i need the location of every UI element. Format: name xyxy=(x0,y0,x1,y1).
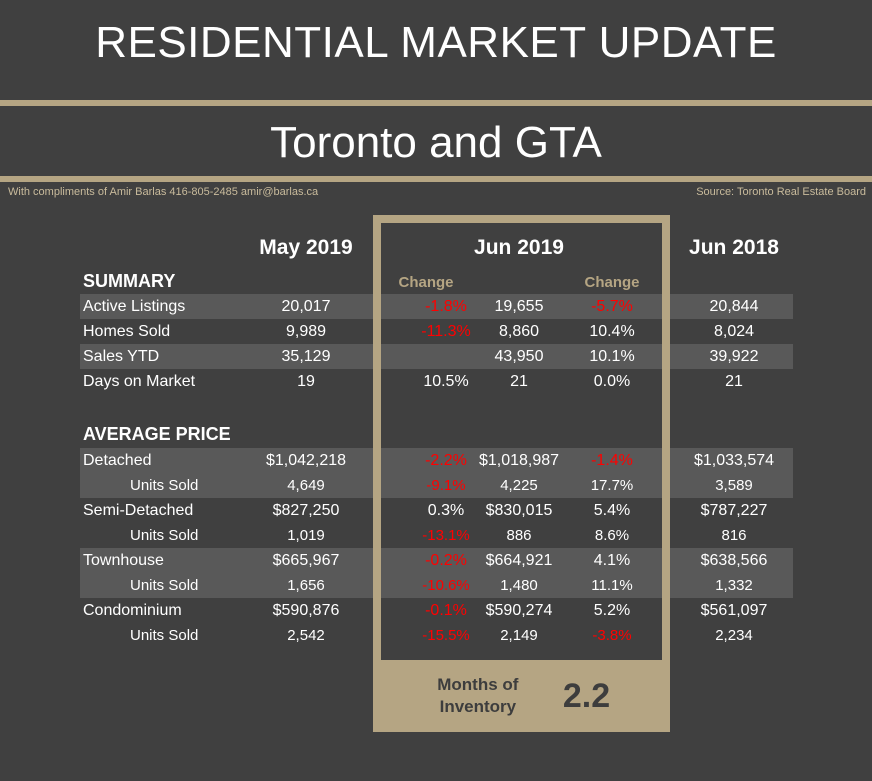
col-header-may: May 2019 xyxy=(259,236,353,259)
divider xyxy=(0,100,872,106)
cell-jun: $590,274 xyxy=(485,602,553,619)
row-label: Detached xyxy=(83,452,152,469)
cell-jun18: 816 xyxy=(721,527,747,544)
cell-jun: 4,225 xyxy=(500,477,538,494)
cell-jun: 886 xyxy=(506,527,532,544)
cell-jun18: $561,097 xyxy=(700,602,768,619)
cell-c1: -2.2% xyxy=(425,452,467,469)
summary-heading: SUMMARY xyxy=(83,271,176,291)
row-label: Townhouse xyxy=(83,552,164,569)
cell-jun18: $1,033,574 xyxy=(693,452,775,469)
cell-may: $665,967 xyxy=(272,552,340,569)
cell-jun18: 20,844 xyxy=(709,298,759,315)
cell-jun: 2,149 xyxy=(500,627,538,644)
cell-may: 1,656 xyxy=(287,577,325,594)
row-label: Days on Market xyxy=(83,373,196,390)
cell-c2: 10.1% xyxy=(589,348,635,365)
table-row: Units Sold 1,656 -10.6% 1,480 11.1% 1,332 xyxy=(80,573,793,598)
cell-c2: 5.2% xyxy=(593,602,631,619)
average-price-heading: AVERAGE PRICE xyxy=(83,424,231,444)
cell-c1: -11.3% xyxy=(421,323,471,340)
cell-jun: 43,950 xyxy=(494,348,544,365)
cell-c1: -0.2% xyxy=(425,552,467,569)
cell-may: $827,250 xyxy=(272,502,340,519)
cell-jun18: 3,589 xyxy=(715,477,753,494)
row-label: Homes Sold xyxy=(83,323,171,340)
cell-jun18: 1,332 xyxy=(715,577,753,594)
col-header-jun18: Jun 2018 xyxy=(689,236,779,259)
cell-c2: 17.7% xyxy=(590,477,634,494)
table-row: Homes Sold 9,989 -11.3% 8,860 10.4% 8,024 xyxy=(80,319,793,344)
cell-c2: -1.4% xyxy=(591,452,633,469)
table-row: Active Listings 20,017 -1.8% 19,655 -5.7% 20,… xyxy=(80,294,793,319)
row-label: Condominium xyxy=(83,602,182,619)
cell-c1: -9.1% xyxy=(426,477,466,494)
table-row: Detached $1,042,218 -2.2% $1,018,987 -1.4% $1… xyxy=(80,448,793,473)
inventory-label: Months of Inventory xyxy=(437,675,519,716)
cell-jun: 1,480 xyxy=(500,577,538,594)
cell-c1: -15.5% xyxy=(422,627,470,644)
change-header: Change xyxy=(398,274,454,291)
cell-may: 1,019 xyxy=(287,527,325,544)
row-label: Units Sold xyxy=(130,577,199,594)
cell-jun: $830,015 xyxy=(485,502,553,519)
cell-may: 19 xyxy=(297,373,315,390)
months-of-inventory-panel: Months of Inventory 2.2 xyxy=(373,660,670,732)
row-label: Units Sold xyxy=(130,527,199,544)
cell-jun: 21 xyxy=(510,373,528,390)
row-label: Units Sold xyxy=(130,477,199,494)
cell-may: 4,649 xyxy=(287,477,325,494)
inventory-value: 2.2 xyxy=(562,676,611,715)
cell-c2: 11.1% xyxy=(591,577,633,594)
table-row: Semi-Detached $827,250 0.3% $830,015 5.4% $78… xyxy=(80,498,793,523)
cell-jun18: 8,024 xyxy=(713,323,755,340)
row-label: Sales YTD xyxy=(83,348,160,365)
cell-c2: -5.7% xyxy=(591,298,633,315)
table-row: Condominium $590,876 -0.1% $590,274 5.2% $561… xyxy=(80,598,793,623)
change-header: Change xyxy=(584,274,640,291)
col-header-jun: Jun 2019 xyxy=(474,236,564,259)
cell-jun: $664,921 xyxy=(485,552,553,569)
table-row: Units Sold 4,649 -9.1% 4,225 17.7% 3,589 xyxy=(80,473,793,498)
cell-jun18: 2,234 xyxy=(715,627,753,644)
cell-c1: 0.3% xyxy=(427,502,465,519)
cell-c1: -0.1% xyxy=(425,602,467,619)
cell-may: 35,129 xyxy=(281,348,331,365)
cell-may: 2,542 xyxy=(287,627,325,644)
credit-text: With compliments of Amir Barlas 416-805-… xyxy=(8,186,319,198)
page-title: RESIDENTIAL MARKET UPDATE xyxy=(95,18,777,67)
cell-may: $1,042,218 xyxy=(265,452,347,469)
row-label: Semi-Detached xyxy=(83,502,194,519)
cell-jun: 19,655 xyxy=(494,298,544,315)
cell-may: 9,989 xyxy=(285,323,327,340)
cell-c2: 10.4% xyxy=(589,323,635,340)
cell-jun: $1,018,987 xyxy=(478,452,560,469)
divider xyxy=(0,176,872,182)
cell-may: $590,876 xyxy=(272,602,340,619)
table-row: Townhouse $665,967 -0.2% $664,921 4.1% $638,5… xyxy=(80,548,793,573)
cell-c2: 5.4% xyxy=(593,502,631,519)
cell-jun18: 39,922 xyxy=(709,348,759,365)
cell-c2: -3.8% xyxy=(592,627,632,644)
cell-c2: 4.1% xyxy=(593,552,631,569)
cell-c1: -10.6% xyxy=(422,577,470,594)
cell-c2: 8.6% xyxy=(594,527,630,544)
source-text: Source: Toronto Real Estate Board xyxy=(696,186,866,198)
table-row: Units Sold 2,542 -15.5% 2,149 -3.8% 2,234 xyxy=(80,623,793,648)
cell-c2: 0.0% xyxy=(593,373,631,390)
cell-c1: -13.1% xyxy=(422,527,470,544)
row-label: Units Sold xyxy=(130,627,199,644)
cell-jun18: $638,566 xyxy=(700,552,768,569)
cell-may: 20,017 xyxy=(281,298,331,315)
region-title: Toronto and GTA xyxy=(270,118,602,167)
cell-c1: 10.5% xyxy=(423,373,469,390)
cell-jun18: 21 xyxy=(725,373,743,390)
cell-jun: 8,860 xyxy=(498,323,540,340)
table-row: Units Sold 1,019 -13.1% 886 8.6% 816 xyxy=(80,523,793,548)
table-row: Days on Market 19 10.5% 21 0.0% 21 xyxy=(80,369,793,394)
table-row: Sales YTD 35,129 43,950 10.1% 39,922 xyxy=(80,344,793,369)
cell-c1: -1.8% xyxy=(425,298,467,315)
row-label: Active Listings xyxy=(83,298,186,315)
cell-jun18: $787,227 xyxy=(700,502,768,519)
